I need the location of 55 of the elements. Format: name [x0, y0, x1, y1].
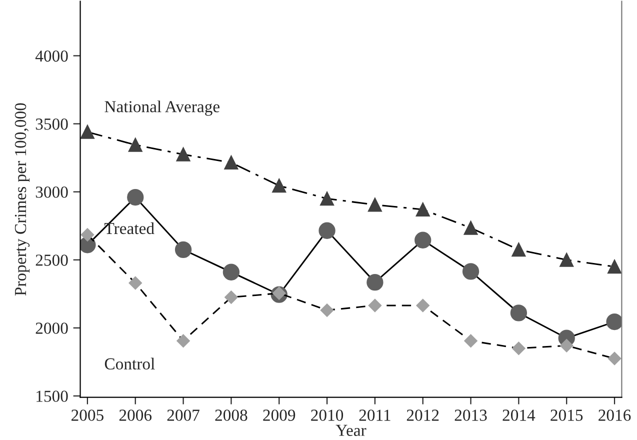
point — [127, 188, 144, 206]
x-tick-label: 2006 — [119, 410, 152, 421]
point — [416, 298, 430, 312]
x-tick-label: 2009 — [263, 410, 296, 421]
point — [176, 147, 190, 162]
point — [320, 192, 334, 206]
point — [80, 125, 94, 139]
x-tick-label: 2007 — [167, 410, 200, 421]
point — [560, 252, 574, 267]
y-tick-label: 1500 — [36, 390, 68, 402]
y-tick-label: 3000 — [36, 186, 68, 198]
point — [128, 138, 142, 152]
point — [128, 276, 142, 290]
point — [608, 260, 622, 274]
point — [318, 222, 336, 239]
point — [174, 241, 192, 258]
point — [224, 156, 238, 170]
x-tick-label: 2010 — [311, 410, 344, 421]
point — [512, 242, 526, 257]
point — [368, 298, 382, 312]
x-tick-label: 2011 — [359, 410, 390, 421]
point — [222, 264, 240, 280]
point — [176, 334, 190, 348]
series-label: Treated — [104, 222, 154, 234]
x-tick-label: 2014 — [502, 410, 536, 421]
y-tick-label: 2500 — [36, 254, 68, 266]
point — [272, 178, 286, 193]
point — [560, 339, 574, 352]
point — [510, 304, 528, 322]
point — [224, 290, 238, 304]
x-tick-label: 2016 — [598, 410, 631, 421]
point — [462, 263, 480, 280]
x-tick-label: 2013 — [454, 410, 487, 421]
point — [416, 202, 430, 216]
series-label: Control — [104, 358, 155, 370]
point — [366, 274, 384, 291]
point — [320, 304, 334, 317]
y-tick-label: 2000 — [36, 322, 68, 334]
x-tick-label: 2015 — [550, 410, 583, 421]
point — [80, 228, 94, 242]
point — [464, 334, 478, 348]
point — [368, 198, 382, 212]
point — [606, 313, 622, 330]
x-tick-label: 2005 — [72, 410, 104, 421]
y-axis-title: Property Crimes per 100,000 — [14, 103, 30, 296]
x-tick-label: 2008 — [215, 410, 248, 421]
x-tick-label: 2012 — [406, 410, 439, 421]
point — [608, 352, 622, 366]
point — [512, 342, 526, 355]
point — [414, 232, 432, 248]
y-tick-label: 3500 — [36, 118, 68, 130]
y-tick-label: 4000 — [35, 50, 68, 62]
point — [464, 220, 478, 235]
x-axis-title: Year — [336, 424, 366, 436]
series-label: National Average — [104, 100, 220, 116]
